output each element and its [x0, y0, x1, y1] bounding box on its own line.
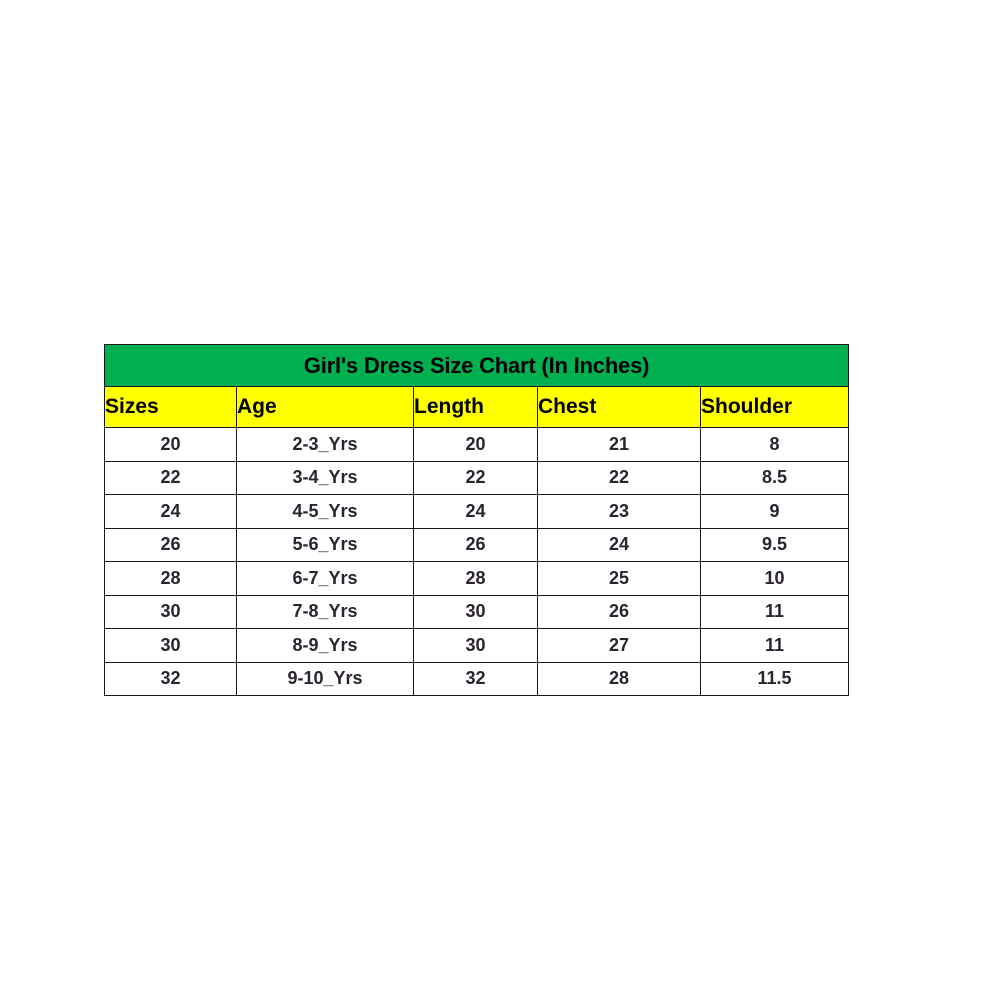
cell-chest: 26: [537, 594, 701, 629]
cell-shoulder: 8: [699, 427, 850, 462]
cell-length: 30: [413, 594, 538, 629]
cell-length: 22: [413, 460, 538, 495]
size-chart-container: Girl's Dress Size Chart (In Inches) Size…: [103, 344, 850, 696]
cell-shoulder: 9.5: [699, 527, 850, 562]
table-row: 22 3-4_Yrs 22 22 8.5: [104, 460, 850, 495]
column-header-length: Length: [413, 386, 538, 428]
table-row: 30 8-9_Yrs 30 27 11: [104, 628, 850, 663]
cell-sizes: 32: [104, 661, 237, 696]
table-row: 26 5-6_Yrs 26 24 9.5: [104, 527, 850, 562]
cell-length: 32: [413, 661, 538, 696]
cell-sizes: 22: [104, 460, 237, 495]
cell-age: 2-3_Yrs: [236, 427, 414, 462]
cell-chest: 21: [537, 427, 701, 462]
cell-sizes: 24: [104, 494, 237, 529]
cell-age: 8-9_Yrs: [236, 628, 414, 663]
cell-age: 3-4_Yrs: [236, 460, 414, 495]
cell-chest: 28: [537, 661, 701, 696]
cell-sizes: 30: [104, 594, 237, 629]
column-header-chest: Chest: [537, 386, 701, 428]
table-row: 30 7-8_Yrs 30 26 11: [104, 594, 850, 629]
cell-age: 9-10_Yrs: [236, 661, 414, 696]
chart-title: Girl's Dress Size Chart (In Inches): [103, 344, 850, 387]
cell-length: 26: [413, 527, 538, 562]
column-header-sizes: Sizes: [104, 386, 237, 428]
table-row: 32 9-10_Yrs 32 28 11.5: [104, 661, 850, 696]
cell-length: 20: [413, 427, 538, 462]
table-row: 20 2-3_Yrs 20 21 8: [104, 427, 850, 462]
cell-sizes: 28: [104, 561, 237, 596]
cell-sizes: 30: [104, 628, 237, 663]
column-header-shoulder: Shoulder: [699, 386, 850, 428]
girls-dress-size-chart-table: Girl's Dress Size Chart (In Inches) Size…: [103, 344, 850, 696]
cell-shoulder: 8.5: [699, 460, 850, 495]
table-row: 24 4-5_Yrs 24 23 9: [104, 494, 850, 529]
cell-shoulder: 9: [699, 494, 850, 529]
cell-age: 7-8_Yrs: [236, 594, 414, 629]
cell-chest: 25: [537, 561, 701, 596]
cell-length: 30: [413, 628, 538, 663]
cell-shoulder: 11.5: [699, 661, 850, 696]
cell-chest: 27: [537, 628, 701, 663]
cell-length: 24: [413, 494, 538, 529]
cell-sizes: 20: [104, 427, 237, 462]
cell-chest: 24: [537, 527, 701, 562]
column-header-age: Age: [236, 386, 414, 428]
column-header-row: Sizes Age Length Chest Shoulder: [104, 386, 850, 428]
chart-title-row: Girl's Dress Size Chart (In Inches): [103, 344, 850, 387]
cell-shoulder: 11: [699, 594, 850, 629]
cell-chest: 23: [537, 494, 701, 529]
cell-age: 5-6_Yrs: [236, 527, 414, 562]
cell-age: 6-7_Yrs: [236, 561, 414, 596]
cell-shoulder: 11: [699, 628, 850, 663]
cell-chest: 22: [537, 460, 701, 495]
cell-sizes: 26: [104, 527, 237, 562]
cell-age: 4-5_Yrs: [236, 494, 414, 529]
cell-length: 28: [413, 561, 538, 596]
table-row: 28 6-7_Yrs 28 25 10: [104, 561, 850, 596]
cell-shoulder: 10: [699, 561, 850, 596]
